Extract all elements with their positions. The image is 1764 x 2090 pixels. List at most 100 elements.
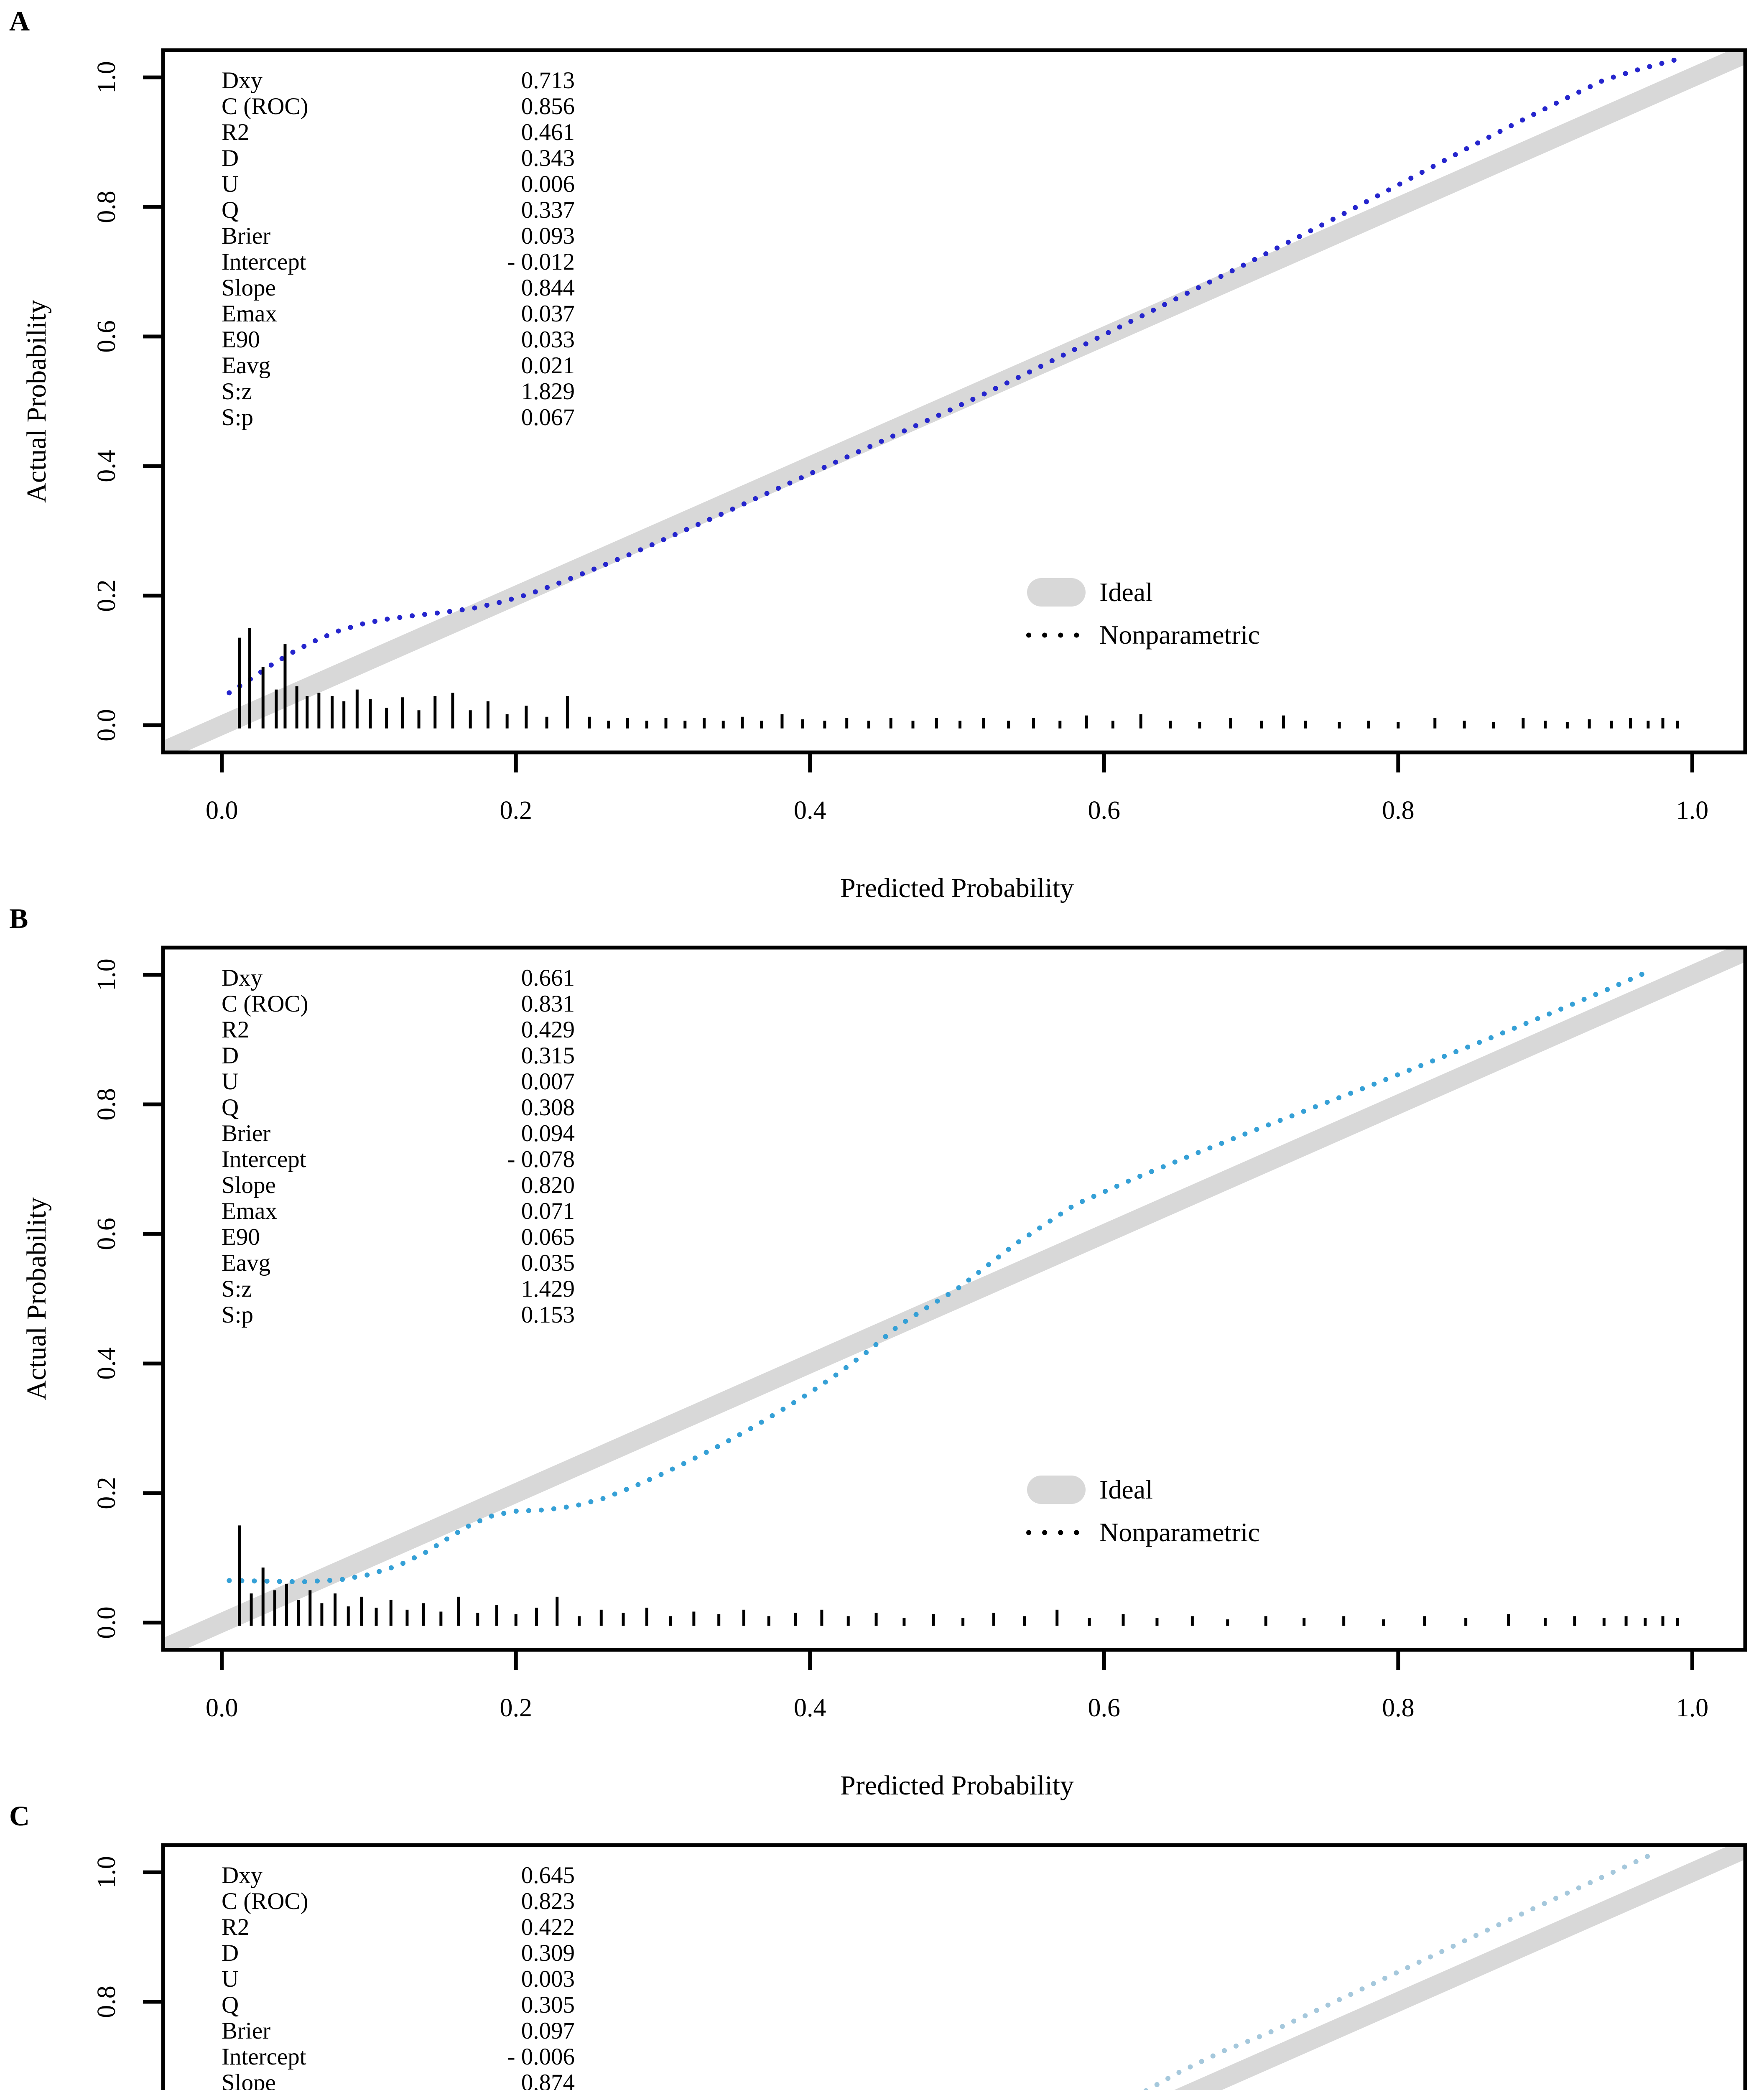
stat-row: R2 0.429 [222,1017,575,1043]
legend-ideal-swatch [1027,578,1086,607]
stat-row: C (ROC) 0.856 [222,94,575,120]
stat-label: R2 [222,1914,250,1940]
stat-row: C (ROC) 0.823 [222,1889,575,1914]
stat-value: 0.713 [521,67,575,94]
stat-label: D [222,1940,239,1966]
stat-label: Dxy [222,965,263,991]
stat-row: R2 0.461 [222,120,575,145]
y-tick-label: 0.6 [92,320,121,353]
stat-value: 0.035 [521,1250,575,1276]
stat-value: 0.033 [521,326,575,353]
stat-label: R2 [222,119,250,145]
x-tick-label: 1.0 [1676,1694,1709,1722]
y-tick-label: 0.0 [92,1606,121,1639]
stat-label: Intercept [222,1146,306,1172]
y-tick-label: 0.8 [92,1088,121,1121]
stat-label: C (ROC) [222,991,308,1017]
stat-row: Intercept - 0.078 [222,1147,575,1172]
stat-value: 0.305 [521,1992,575,2018]
plot-box [161,1843,1747,2090]
plot-area [143,946,1747,1670]
legend-ideal-label: Ideal [1099,577,1153,607]
x-tick-label: 0.6 [1088,1694,1121,1722]
stat-row: S:z 1.429 [222,1276,575,1302]
panel-letter: B [9,902,28,934]
stat-value: - 0.078 [507,1146,575,1172]
stat-row: Slope 0.874 [222,2070,575,2090]
stat-row: Eavg 0.021 [222,353,575,379]
stat-row: Brier 0.093 [222,223,575,249]
x-tick-label: 0.2 [500,1694,532,1722]
stat-value: 0.820 [521,1172,575,1198]
stat-label: Slope [222,275,276,301]
stat-row: Emax 0.037 [222,301,575,327]
stat-row: U 0.006 [222,171,575,197]
ideal-line [163,948,1745,1650]
x-tick-label: 0.2 [500,796,532,825]
y-axis-title: Actual Probability [21,300,52,503]
legend-nonparametric-label: Nonparametric [1099,1517,1260,1547]
rug [238,1525,1679,1626]
stat-row: S:p 0.153 [222,1302,575,1328]
stat-value: 0.065 [521,1224,575,1250]
stat-row: Intercept - 0.012 [222,249,575,275]
stat-label: U [222,1966,239,1992]
stat-label: Brier [222,1120,271,1147]
stat-row: Dxy 0.661 [222,965,575,991]
x-tick-label: 0.4 [794,796,826,825]
stat-label: Dxy [222,67,263,94]
stat-row: Q 0.337 [222,197,575,223]
stat-row: Brier 0.097 [222,2018,575,2044]
stat-label: Emax [222,301,277,327]
stat-value: 1.829 [521,378,575,405]
stats-table: Dxy 0.645 C (ROC) 0.823 R2 0.422 D 0.309 U 0.003 Q… [222,1863,575,2090]
y-tick-label: 0.8 [92,191,121,223]
legend-ideal-label: Ideal [1099,1475,1153,1505]
stat-label: Intercept [222,249,306,275]
stat-value: 1.429 [521,1276,575,1302]
stat-row: Slope 0.844 [222,275,575,301]
stat-value: 0.094 [521,1120,575,1147]
stat-label: E90 [222,326,260,353]
stat-value: 0.661 [521,965,575,991]
stat-value: 0.422 [521,1914,575,1940]
plot-box [161,946,1747,1652]
stats-table: Dxy 0.661 C (ROC) 0.831 R2 0.429 D 0.315 U 0.007 Q… [222,965,575,1328]
stat-label: Brier [222,2018,271,2044]
stat-value: 0.315 [521,1042,575,1069]
nonparametric-curve [227,56,1680,696]
stat-label: Brier [222,223,271,249]
stat-value: 0.429 [521,1017,575,1043]
y-tick-label: 1.0 [92,958,121,991]
stat-value: 0.093 [521,223,575,249]
x-tick-label: 0.8 [1382,796,1415,825]
stat-value: 0.874 [521,2070,575,2090]
stat-value: 0.006 [521,171,575,197]
plot-area [143,1843,1747,2090]
stat-row: S:p 0.067 [222,405,575,431]
stat-value: 0.037 [521,301,575,327]
legend-nonparametric-label: Nonparametric [1099,620,1260,650]
stat-row: Eavg 0.035 [222,1250,575,1276]
stat-value: 0.645 [521,1862,575,1889]
y-tick-label: 0.2 [92,1477,121,1509]
stat-value: 0.003 [521,1966,575,1992]
x-axis-title: Predicted Probability [840,1770,1074,1801]
stat-row: Emax 0.071 [222,1198,575,1224]
stat-label: Intercept [222,2044,306,2070]
stat-row: Brier 0.094 [222,1121,575,1147]
stat-row: S:z 1.829 [222,379,575,405]
x-tick-label: 1.0 [1676,796,1709,825]
stat-label: Eavg [222,1250,271,1276]
y-tick-label: 0.0 [92,709,121,742]
stat-row: Dxy 0.713 [222,68,575,94]
stat-row: D 0.343 [222,145,575,171]
stat-label: E90 [222,1224,260,1250]
y-tick-label: 1.0 [92,1856,121,1889]
stat-label: Dxy [222,1862,263,1889]
stat-label: Emax [222,1198,277,1224]
stat-value: 0.823 [521,1888,575,1914]
stat-label: S:z [222,1276,252,1302]
stat-value: 0.308 [521,1094,575,1121]
stat-label: Q [222,1094,239,1121]
